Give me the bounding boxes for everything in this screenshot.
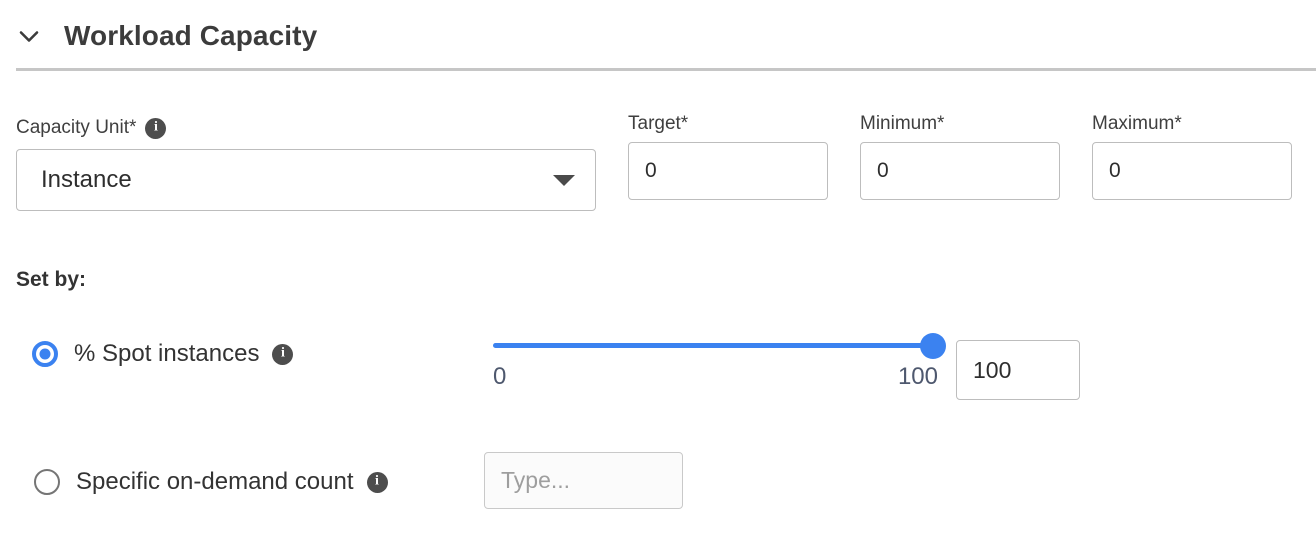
minimum-label: Minimum*: [860, 113, 945, 134]
radio-on-demand-count-label: Specific on-demand count: [76, 468, 354, 495]
page-title: Workload Capacity: [64, 20, 318, 51]
info-icon[interactable]: i: [145, 117, 167, 139]
capacity-unit-label: Capacity Unit* i: [16, 117, 167, 139]
set-by-label: Set by:: [16, 268, 87, 291]
minimum-input[interactable]: 0: [860, 142, 1060, 200]
caret-down-icon: [553, 174, 575, 186]
target-input[interactable]: 0: [628, 142, 828, 200]
section-header: Workload Capacity: [16, 14, 317, 58]
radio-option-on-demand-count[interactable]: Specific on-demand count i: [34, 468, 388, 496]
maximum-field: Maximum* 0: [1092, 113, 1292, 200]
chevron-down-icon[interactable]: [16, 23, 42, 49]
radio-on-demand-count[interactable]: [34, 469, 60, 495]
slider-thumb[interactable]: [920, 332, 946, 359]
spot-percentage-input[interactable]: 100: [956, 340, 1080, 400]
capacity-unit-value: Instance: [41, 166, 132, 193]
minimum-field: Minimum* 0: [860, 113, 1060, 200]
target-field: Target* 0: [628, 113, 828, 200]
header-divider: [16, 68, 1316, 71]
spot-percentage-slider[interactable]: 0 100: [493, 332, 946, 391]
maximum-input[interactable]: 0: [1092, 142, 1292, 200]
slider-min-label: 0: [493, 363, 507, 390]
radio-spot-instances-label: % Spot instances: [74, 340, 260, 367]
on-demand-count-input[interactable]: Type...: [484, 452, 683, 509]
target-label: Target*: [628, 113, 689, 134]
maximum-label: Maximum*: [1092, 113, 1182, 134]
info-icon[interactable]: i: [366, 471, 388, 493]
capacity-unit-label-text: Capacity Unit*: [16, 117, 137, 138]
slider-track[interactable]: [493, 332, 946, 359]
capacity-unit-select[interactable]: Instance: [16, 149, 596, 211]
slider-tick-labels: 0 100: [493, 363, 938, 391]
radio-option-spot-instances[interactable]: % Spot instances i: [32, 340, 294, 368]
info-icon[interactable]: i: [272, 343, 294, 365]
slider-max-label: 100: [897, 363, 938, 390]
radio-spot-instances[interactable]: [32, 341, 58, 367]
